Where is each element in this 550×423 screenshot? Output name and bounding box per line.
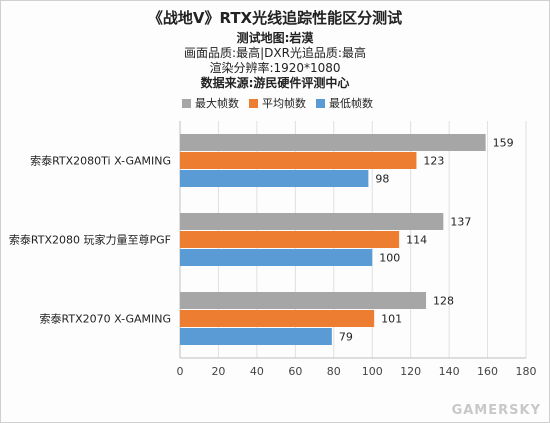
bar-2-2 <box>180 328 332 345</box>
legend-item-min: 最低帧数 <box>316 95 373 111</box>
chart-title: 《战地V》RTX光线追踪性能区分测试 <box>147 9 403 27</box>
legend-item-max: 最大帧数 <box>182 95 239 111</box>
x-tick-label-60: 60 <box>288 365 302 378</box>
legend-swatch-min <box>316 98 325 108</box>
x-tick-label-180: 180 <box>516 365 537 378</box>
watermark: GAMERSKY <box>451 403 541 418</box>
bar-2-1 <box>180 310 375 327</box>
data-label-2-2: 79 <box>339 331 353 344</box>
bar-0-0 <box>180 134 486 151</box>
legend-label-min: 最低帧数 <box>329 97 373 110</box>
data-label-0-1: 123 <box>423 155 444 168</box>
data-label-2-0: 128 <box>433 295 454 308</box>
data-label-1-1: 114 <box>406 234 427 247</box>
x-tick-label-140: 140 <box>439 365 460 378</box>
data-label-2-1: 101 <box>381 313 402 326</box>
bar-1-2 <box>180 249 373 266</box>
legend-item-avg: 平均帧数 <box>249 95 306 111</box>
x-tick-label-160: 160 <box>477 365 498 378</box>
bar-0-1 <box>180 152 417 169</box>
legend-label-avg: 平均帧数 <box>262 97 306 110</box>
data-label-1-0: 137 <box>450 216 471 229</box>
bar-2-0 <box>180 292 427 309</box>
subtitle-quality: 画面品质:最高|DXR光追品质:最高 <box>184 46 366 60</box>
subtitle-source: 数据来源:游民硬件评测中心 <box>200 76 350 90</box>
legend-swatch-max <box>182 98 191 108</box>
bar-1-1 <box>180 231 400 248</box>
bar-1-0 <box>180 213 444 230</box>
chart-legend: 最大帧数 平均帧数 最低帧数 <box>182 95 373 111</box>
data-label-1-2: 100 <box>379 252 400 265</box>
subtitle-map: 测试地图:岩漠 <box>236 31 314 45</box>
category-label-1: 索泰RTX2080 玩家力量至尊PGF <box>9 233 171 247</box>
x-tick-label-20: 20 <box>211 365 225 378</box>
category-label-0: 索泰RTX2080Ti X-GAMING <box>30 154 171 168</box>
data-label-0-2: 98 <box>375 173 389 186</box>
category-label-2: 索泰RTX2070 X-GAMING <box>40 312 171 326</box>
legend-label-max: 最大帧数 <box>195 97 239 110</box>
subtitle-resolution: 渲染分辨率:1920*1080 <box>209 61 341 75</box>
x-tick-label-80: 80 <box>327 365 341 378</box>
x-tick-label-0: 0 <box>177 365 184 378</box>
x-tick-label-120: 120 <box>400 365 421 378</box>
bar-0-2 <box>180 170 369 187</box>
x-tick-label-100: 100 <box>362 365 383 378</box>
legend-swatch-avg <box>249 98 258 108</box>
data-label-0-0: 159 <box>493 137 514 150</box>
x-tick-label-40: 40 <box>250 365 264 378</box>
